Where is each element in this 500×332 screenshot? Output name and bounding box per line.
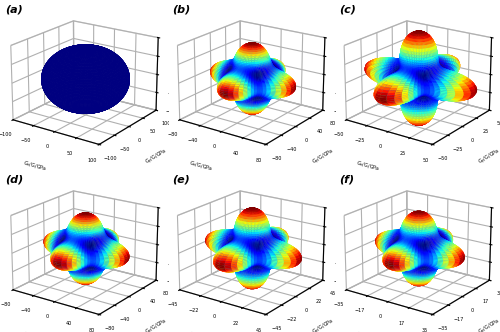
X-axis label: G$_x$/G/GPa: G$_x$/G/GPa <box>22 159 48 174</box>
X-axis label: G$_x$/G/GPa: G$_x$/G/GPa <box>22 329 48 332</box>
Y-axis label: G$_y$/G/GPa: G$_y$/G/GPa <box>477 317 500 332</box>
Y-axis label: G$_y$/G/GPa: G$_y$/G/GPa <box>310 147 336 168</box>
Text: (a): (a) <box>6 5 24 15</box>
Y-axis label: G$_y$/G/GPa: G$_y$/G/GPa <box>477 147 500 168</box>
Text: (e): (e) <box>172 175 190 185</box>
X-axis label: G$_x$/G/GPa: G$_x$/G/GPa <box>188 159 214 174</box>
Y-axis label: G$_y$/G/GPa: G$_y$/G/GPa <box>310 317 336 332</box>
X-axis label: G$_x$/G/GPa: G$_x$/G/GPa <box>355 329 380 332</box>
Text: (f): (f) <box>339 175 354 185</box>
Y-axis label: G$_y$/G/GPa: G$_y$/G/GPa <box>144 317 170 332</box>
X-axis label: G$_x$/G/GPa: G$_x$/G/GPa <box>355 159 380 174</box>
X-axis label: G$_x$/G/GPa: G$_x$/G/GPa <box>188 329 214 332</box>
Text: (d): (d) <box>6 175 24 185</box>
Y-axis label: G$_y$/G/GPa: G$_y$/G/GPa <box>144 147 170 168</box>
Text: (b): (b) <box>172 5 190 15</box>
Text: (c): (c) <box>339 5 356 15</box>
